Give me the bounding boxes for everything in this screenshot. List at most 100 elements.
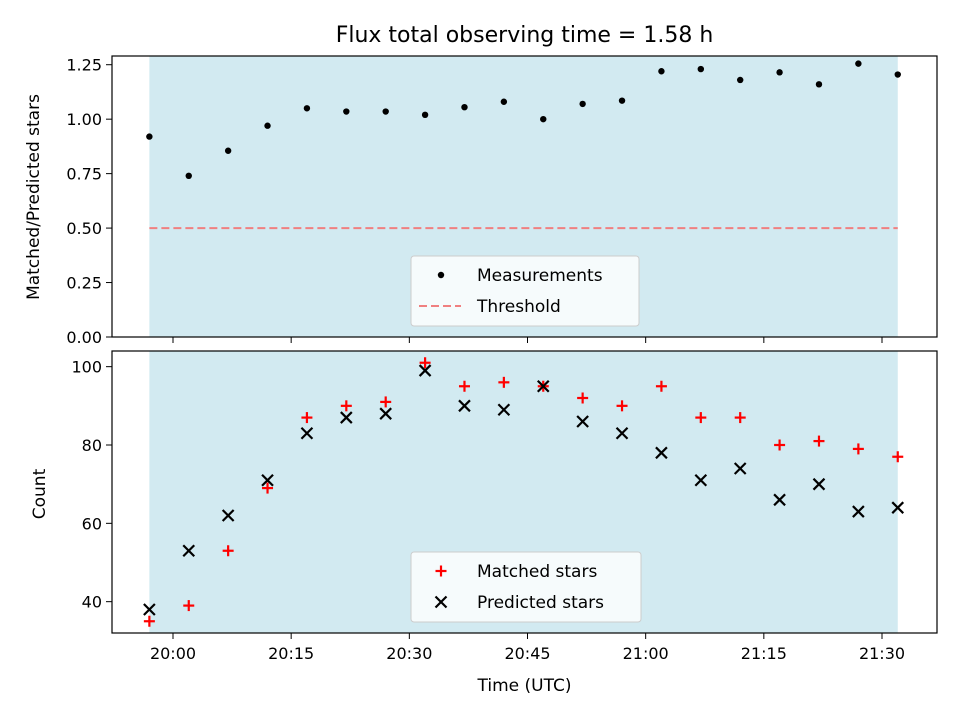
legend-box [410, 551, 642, 623]
x-stroke-b [143, 603, 156, 616]
predicted-point [615, 426, 629, 440]
matched-point [143, 615, 155, 627]
x-stroke-b [182, 544, 196, 558]
legend-label: Threshold [476, 297, 561, 317]
x-tick-label: 21:00 [623, 644, 669, 663]
measurement-point [224, 147, 232, 154]
measurement-point [421, 111, 429, 119]
legend-label: Predicted stars [477, 593, 604, 613]
y-tick-label: 100 [71, 358, 102, 377]
x-tick-label: 20:45 [504, 644, 550, 663]
measurement-point [343, 108, 350, 115]
y-tick-label: 40 [82, 593, 102, 612]
y-tick-label: 1.00 [66, 110, 102, 129]
predicted-point [852, 505, 865, 518]
y-tick-label: 80 [82, 436, 102, 455]
x-axis-label: Time (UTC) [477, 676, 572, 696]
x-stroke-b [536, 379, 550, 393]
measurement-point [146, 133, 153, 140]
predicted-point [418, 364, 432, 377]
y-tick-label: 0.50 [66, 219, 102, 238]
x-stroke-b [418, 364, 432, 377]
matched-point [458, 380, 470, 392]
x-stroke-b [340, 411, 353, 424]
measurement-point [697, 65, 705, 73]
x-stroke-b [497, 403, 511, 417]
predicted-point [182, 544, 196, 558]
y-tick-label: 0.75 [66, 165, 102, 184]
x-tick-label: 21:30 [859, 644, 905, 663]
measurement-point [540, 115, 547, 123]
x-tick-label: 20:30 [386, 644, 432, 663]
x-stroke-b [694, 473, 708, 487]
predicted-point [576, 415, 589, 428]
bottom-y-axis-label: Count [30, 468, 50, 519]
x-stroke-b [615, 426, 629, 440]
predicted-point [261, 473, 274, 487]
x-tick-label: 21:15 [741, 644, 787, 663]
matched-point [774, 439, 786, 451]
legend-box [410, 255, 640, 327]
x-tick-label: 20:00 [150, 644, 196, 663]
chart-title: Flux total observing time = 1.58 h [336, 23, 714, 48]
matched-point [892, 451, 904, 463]
measurement-point [264, 122, 271, 129]
x-stroke-b [261, 473, 274, 487]
measurement-point [618, 97, 626, 104]
x-tick-label: 20:15 [268, 644, 314, 663]
matched-point [577, 392, 589, 404]
predicted-point [733, 462, 747, 475]
x-stroke-b [812, 477, 826, 491]
predicted-point [812, 477, 826, 491]
legend-label: Measurements [477, 266, 603, 286]
matched-point [852, 443, 864, 455]
y-tick-label: 0.25 [66, 274, 102, 293]
measurement-point [185, 172, 192, 180]
y-tick-label: 0.00 [66, 328, 102, 347]
x-stroke-b [733, 462, 747, 475]
axes-frame [111, 350, 938, 634]
measurement-point [815, 81, 823, 88]
measurement-point [737, 76, 744, 84]
predicted-point [694, 473, 708, 487]
predicted-point [536, 379, 550, 393]
matched-point [183, 600, 195, 612]
predicted-point [340, 411, 353, 424]
predicted-point [891, 501, 905, 514]
x-stroke-b [379, 407, 392, 420]
x-stroke-b [852, 505, 865, 518]
matched-point [813, 435, 825, 447]
measurement-point [894, 71, 901, 78]
matched-point [419, 357, 431, 369]
measurement-point [855, 60, 862, 67]
matched-point [340, 400, 352, 412]
bottom-panel: 40 60 80 100 20:00 20:15 20:30 20:45 21:00 21:15 2… [71, 350, 938, 663]
legend-label: Matched stars [477, 562, 597, 582]
top-panel: 0.00 0.25 0.50 0.75 1.00 1.25 Measurements Thre… [66, 55, 938, 347]
measurement-point [776, 69, 783, 76]
x-stroke-b [773, 493, 786, 507]
predicted-point [379, 407, 392, 420]
matched-point [380, 396, 392, 408]
measurement-point [579, 100, 586, 108]
x-stroke-b [576, 415, 589, 428]
predicted-point [773, 493, 786, 507]
matched-point [655, 380, 667, 392]
predicted-point [221, 509, 235, 522]
x-stroke-b [221, 509, 235, 522]
measurement-point [658, 68, 665, 75]
measurement-point [303, 105, 311, 112]
matched-point [695, 412, 707, 424]
matched-point [498, 376, 510, 388]
matched-point [734, 412, 746, 424]
y-tick-label: 1.25 [66, 56, 102, 75]
x-stroke-b [655, 446, 668, 460]
matched-point [301, 412, 313, 424]
predicted-point [458, 399, 471, 413]
measurement-point [500, 98, 508, 105]
measurement-point [461, 103, 468, 111]
x-stroke-b [300, 426, 314, 440]
x-stroke-b [891, 501, 905, 514]
predicted-point [497, 403, 511, 417]
